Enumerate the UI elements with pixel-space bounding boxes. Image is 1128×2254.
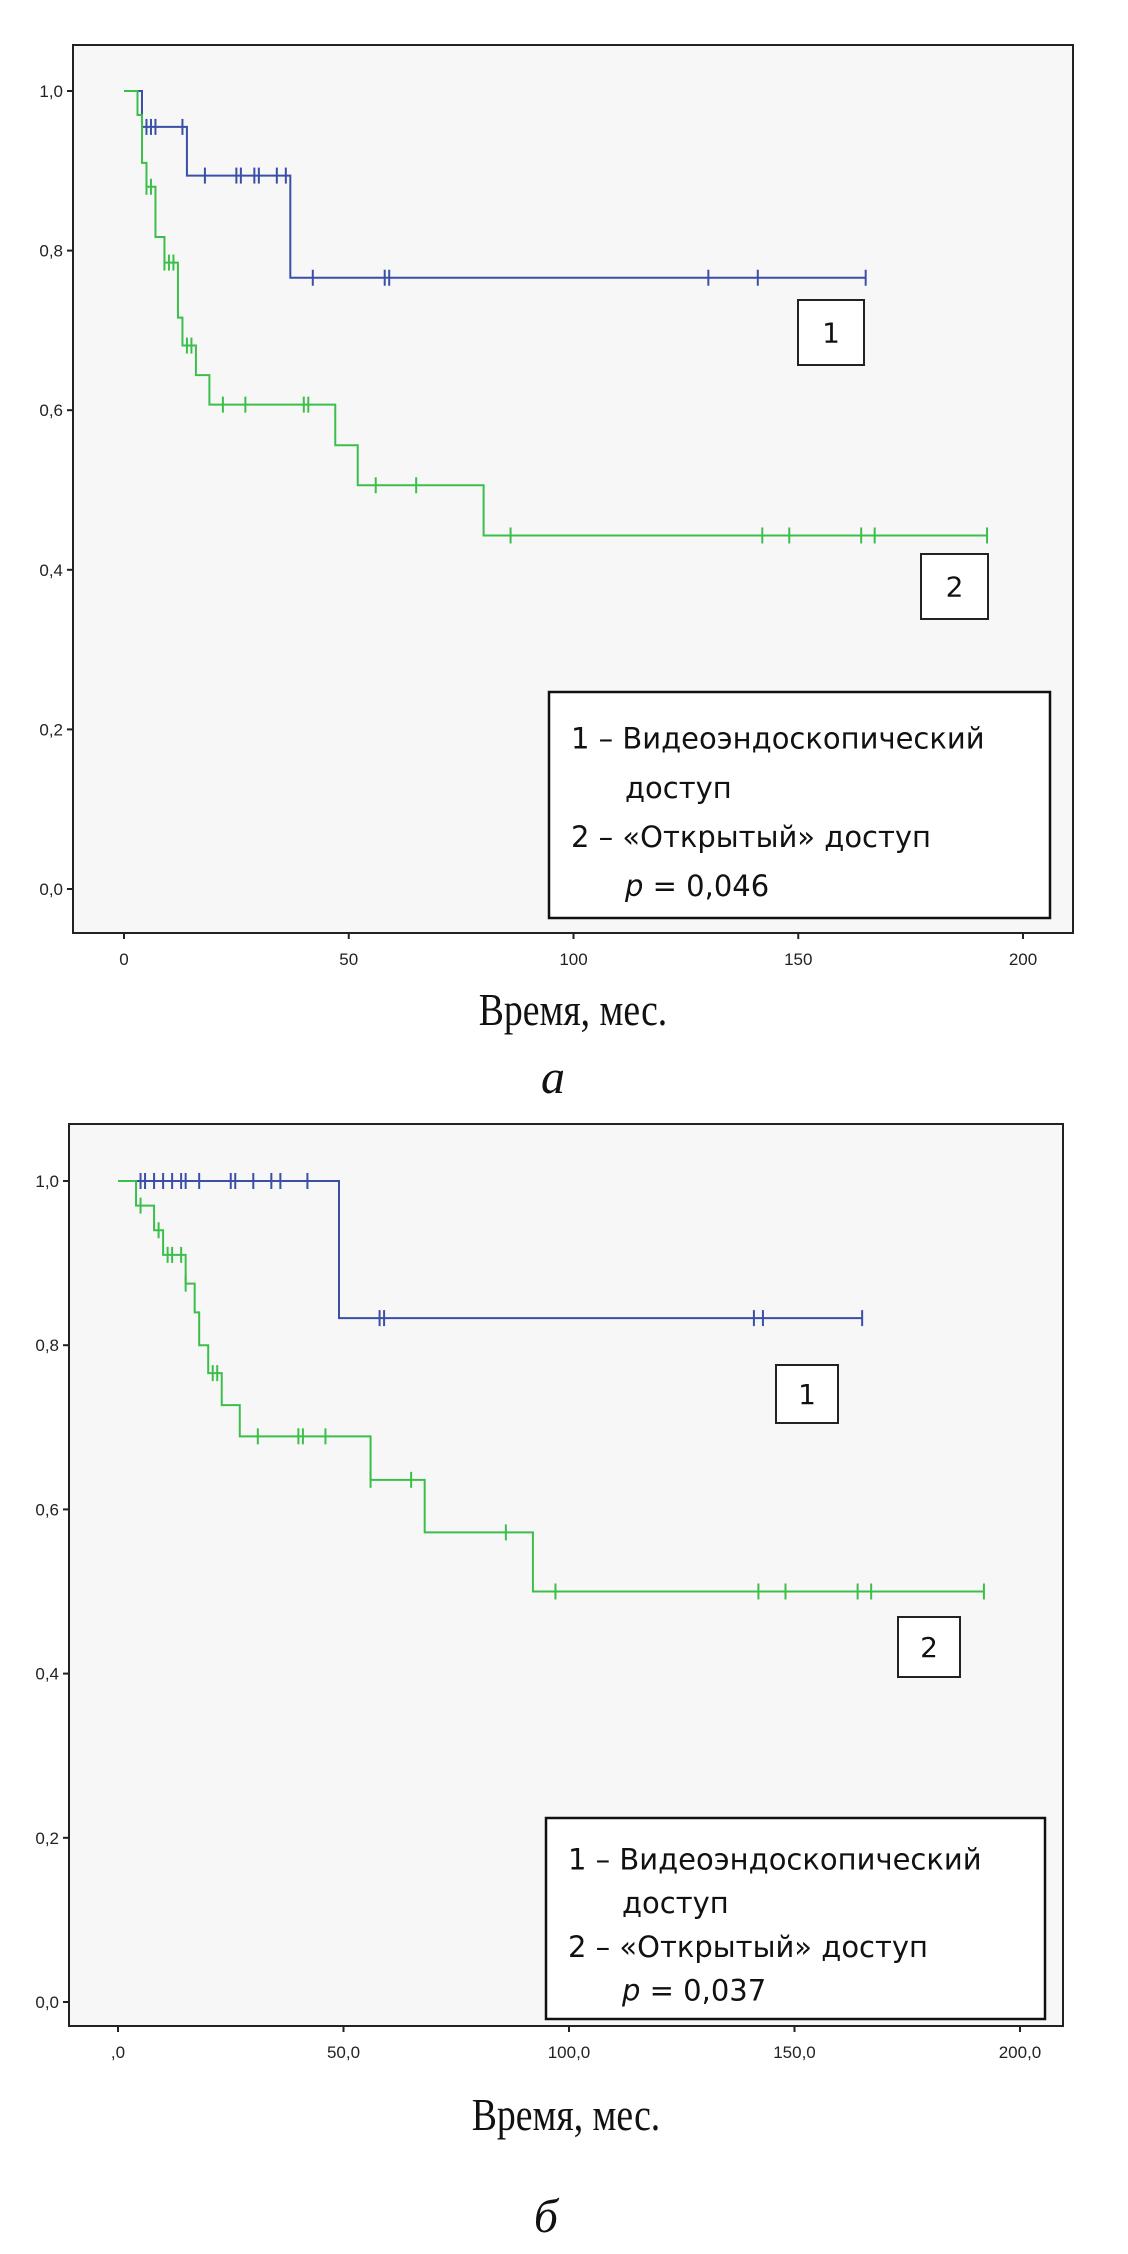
group-label-box-2 bbox=[897, 1616, 961, 1678]
y-tick-label: 0,8 bbox=[39, 242, 63, 261]
y-tick-label: 0,2 bbox=[39, 720, 63, 739]
legend-line-1: 1 – Видеоэндоскопический bbox=[571, 722, 985, 756]
p-value: = 0,037 bbox=[640, 1974, 766, 2008]
legend-line-3: 2 – «Открытый» доступ bbox=[571, 820, 931, 854]
x-tick-label: 0 bbox=[119, 950, 128, 969]
survival-curve-group-2 bbox=[124, 90, 988, 537]
x-tick-label: 100,0 bbox=[548, 2043, 591, 2062]
x-axis-title: Время, мес. bbox=[472, 2091, 660, 2141]
survival-curve-group-1 bbox=[118, 1180, 863, 1320]
legend-p-value: p = 0,046 bbox=[624, 869, 769, 903]
x-tick-label: 100 bbox=[559, 950, 587, 969]
panel-label: б bbox=[534, 2190, 560, 2243]
legend-line-3: 2 – «Открытый» доступ bbox=[568, 1930, 928, 1964]
x-tick-label: ,0 bbox=[111, 2043, 125, 2062]
y-tick-label: 0,6 bbox=[35, 1500, 59, 1519]
y-tick-label: 1,0 bbox=[35, 1172, 59, 1191]
legend-line-2: доступ bbox=[625, 771, 732, 805]
survival-curve-group-2 bbox=[118, 1180, 984, 1593]
chart-panel-2: 0,0 0,2 0,4 0,6 0,8 1,0 ,0 50,0 100,0 150,0 200,0 1… bbox=[35, 1123, 1064, 2243]
group-label-box-2 bbox=[920, 553, 989, 620]
x-tick-label: 200,0 bbox=[999, 2043, 1042, 2062]
p-symbol: p bbox=[624, 869, 643, 903]
p-symbol: p bbox=[621, 1974, 640, 2008]
chart-panel-1: 0,0 0,2 0,4 0,6 0,8 1,0 0 50 100 150 200 1 2 1 – Виде… bbox=[39, 44, 1074, 1104]
x-axis-title: Время, мес. bbox=[479, 986, 667, 1036]
y-tick-label: 0,2 bbox=[35, 1829, 59, 1848]
legend-box bbox=[544, 1816, 1047, 2021]
legend-p-value: p = 0,037 bbox=[621, 1974, 766, 2008]
p-value: = 0,046 bbox=[643, 869, 769, 903]
y-tick-label: 0,0 bbox=[35, 1993, 59, 2012]
y-tick-label: 0,8 bbox=[35, 1336, 59, 1355]
group-label-2: 2 bbox=[946, 571, 964, 604]
group-label-2: 2 bbox=[920, 1631, 938, 1664]
panel-label: а bbox=[541, 1051, 565, 1104]
x-tick-label: 150,0 bbox=[773, 2043, 816, 2062]
group-label-box-1 bbox=[775, 1364, 839, 1424]
y-tick-label: 1,0 bbox=[39, 82, 63, 101]
y-tick-label: 0,4 bbox=[39, 561, 63, 580]
x-tick-label: 50 bbox=[339, 950, 358, 969]
legend-line-1: 1 – Видеоэндоскопический bbox=[568, 1843, 982, 1877]
group-label-1: 1 bbox=[798, 1378, 816, 1411]
group-label-box-1 bbox=[797, 299, 865, 366]
legend-line-2: доступ bbox=[622, 1886, 729, 1920]
y-tick-label: 0,4 bbox=[35, 1665, 59, 1684]
x-tick-label: 200 bbox=[1009, 950, 1037, 969]
survival-curve-group-1 bbox=[124, 90, 866, 279]
y-tick-label: 0,0 bbox=[39, 880, 63, 899]
group-label-1: 1 bbox=[822, 317, 840, 350]
x-tick-label: 50,0 bbox=[327, 2043, 360, 2062]
legend-box bbox=[547, 690, 1052, 920]
y-tick-label: 0,6 bbox=[39, 401, 63, 420]
x-tick-label: 150 bbox=[784, 950, 812, 969]
